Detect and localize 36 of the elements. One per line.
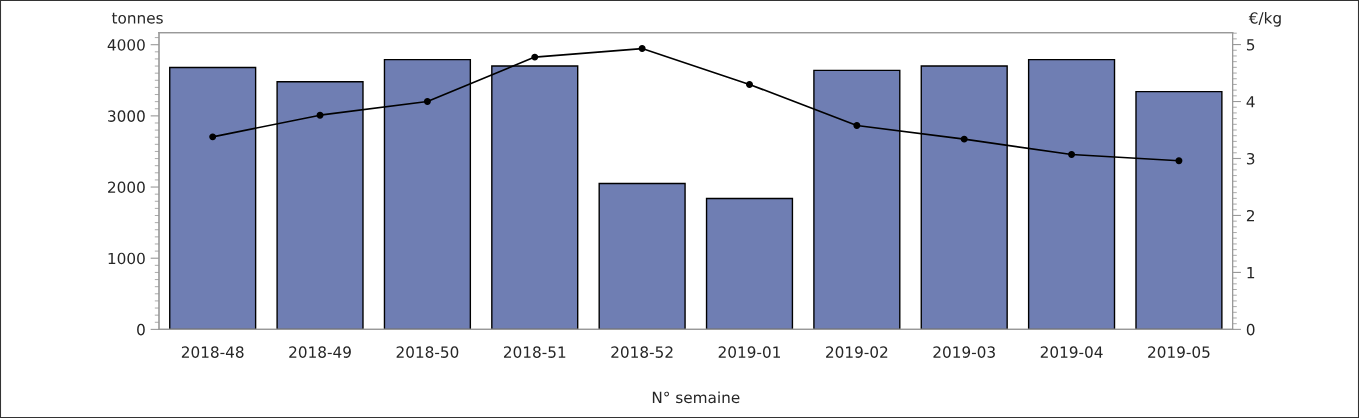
x-tick-label: 2018-48 — [181, 346, 244, 358]
point — [960, 135, 968, 143]
x-axis-title: N° semaine — [652, 391, 740, 404]
y2-tick-label: 0 — [1246, 323, 1255, 336]
x-tick-label: 2019-03 — [933, 346, 995, 358]
bar — [705, 197, 794, 330]
y2-tick-label: 4 — [1246, 96, 1255, 108]
y-tick-label: 3000 — [108, 110, 145, 122]
x-tick-label: 2018-51 — [503, 346, 566, 358]
x-tick-label: 2019-02 — [826, 346, 888, 358]
x-tick-label: 2019-01 — [718, 346, 780, 358]
y2-tick-label: 2 — [1246, 209, 1254, 222]
y2-tick-label: 5 — [1246, 39, 1255, 51]
y-tick-label: 2000 — [108, 181, 145, 194]
y-tick-label: 1000 — [108, 252, 145, 265]
point — [531, 53, 539, 61]
point — [1068, 151, 1076, 158]
x-tick-label: 2019-05 — [1148, 346, 1210, 358]
y-tick-label: 0 — [137, 323, 145, 336]
x-tick-label: 2019-04 — [1040, 346, 1103, 358]
point — [746, 80, 753, 88]
y-axis-title: tonnes — [111, 12, 163, 24]
bar — [598, 182, 686, 330]
y2-tick-label: 1 — [1247, 267, 1255, 279]
x-tick-label: 2018-50 — [396, 346, 459, 358]
y2-tick-label: 3 — [1246, 152, 1255, 165]
point — [853, 121, 861, 129]
y-tick-label: 4000 — [107, 39, 145, 51]
y2-axis-title: €/kg — [1248, 11, 1281, 27]
x-tick-label: 2018-52 — [611, 346, 673, 358]
point — [316, 111, 324, 119]
point — [423, 98, 431, 106]
x-tick-label: 2018-49 — [289, 346, 351, 358]
point — [1175, 157, 1183, 165]
point — [638, 45, 646, 53]
point — [209, 133, 217, 141]
